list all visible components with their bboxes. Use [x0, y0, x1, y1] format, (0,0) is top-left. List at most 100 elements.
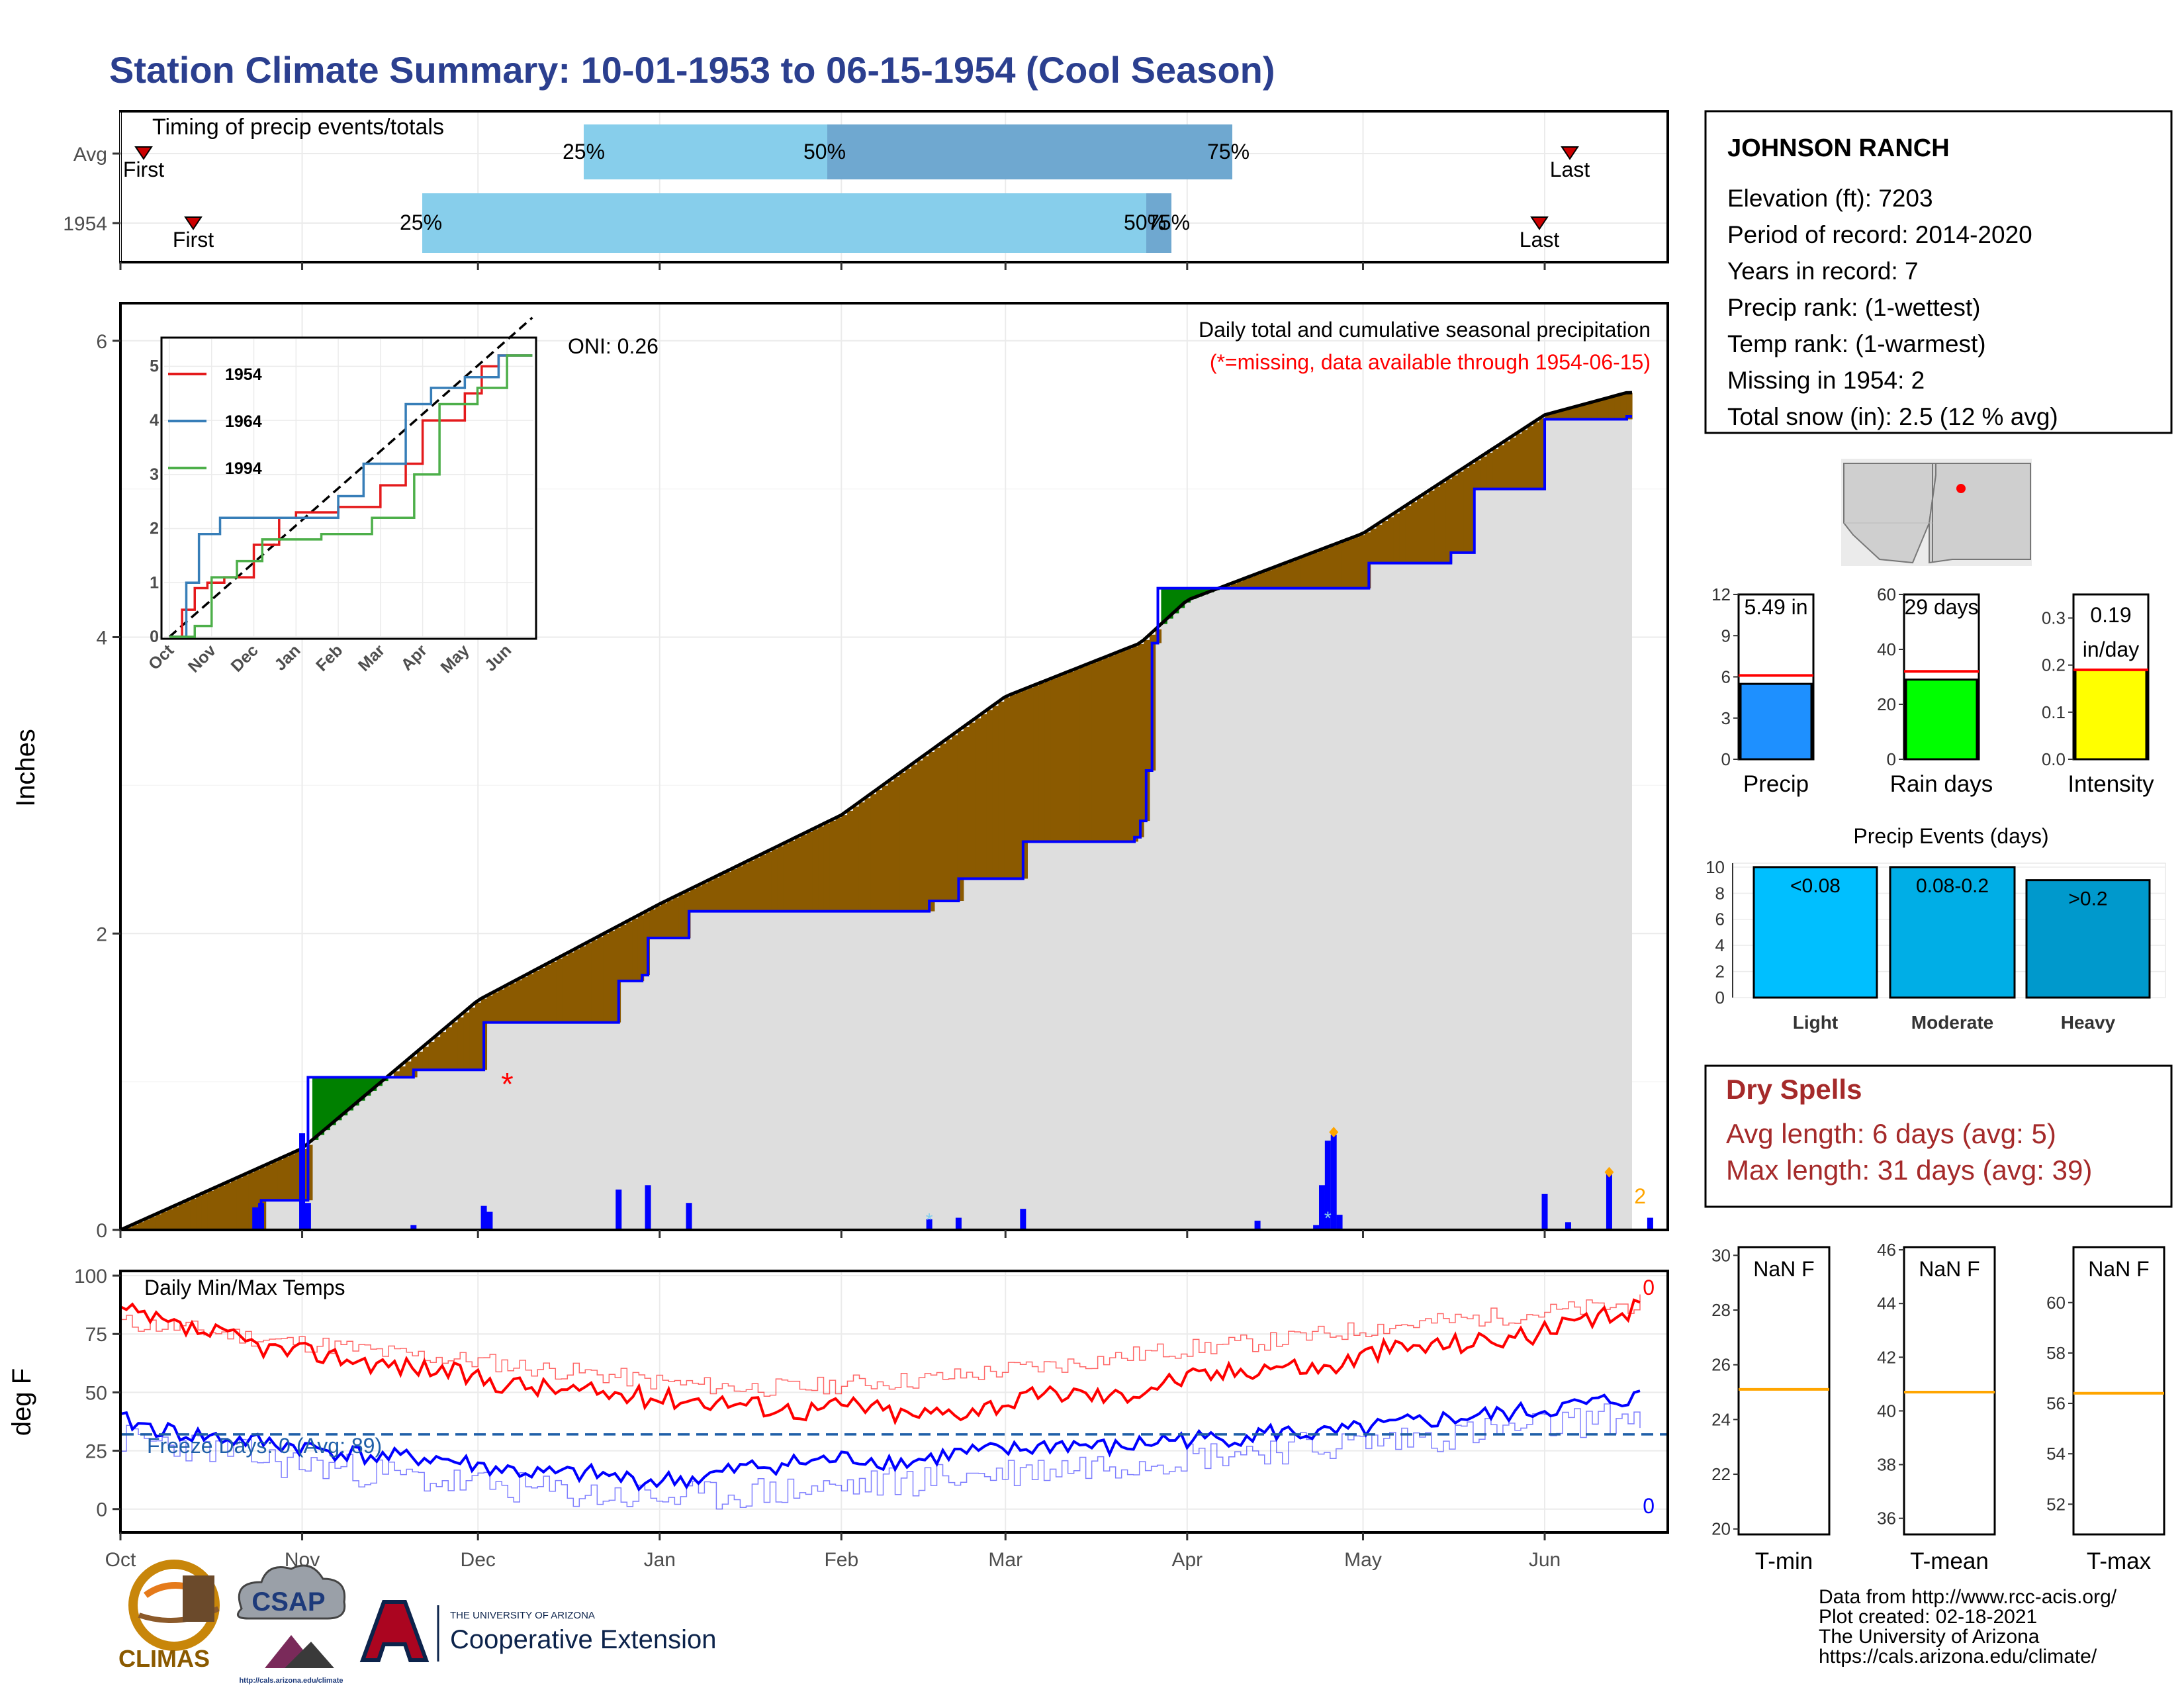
below-average-area — [1422, 494, 1430, 563]
below-average-area — [516, 980, 522, 1023]
below-average-area — [1626, 393, 1633, 420]
dry-spells-title: Dry Spells — [1726, 1074, 1862, 1105]
below-average-area — [574, 949, 580, 1023]
below-average-area — [905, 769, 912, 912]
below-average-area — [138, 1222, 144, 1230]
below-average-area — [864, 798, 871, 912]
below-average-area — [1457, 471, 1464, 553]
inset-y-tick-label: 2 — [150, 520, 159, 538]
mini-bar-y-tick-label: 0 — [1721, 749, 1731, 769]
temp-box-y-tick-label: 26 — [1711, 1355, 1731, 1375]
tmax-average-line — [120, 1294, 1641, 1397]
below-average-area — [1428, 491, 1435, 563]
below-average-area — [1097, 660, 1104, 842]
below-average-area — [1353, 537, 1359, 588]
freeze-days-label: Freeze Days: 0 (Avg: 89) — [147, 1434, 382, 1458]
precip-events-bar-label: Moderate — [1911, 1012, 1993, 1033]
below-average-area — [963, 726, 970, 879]
daily-precip-bar — [1020, 1209, 1026, 1231]
below-average-area — [637, 915, 645, 981]
page-title: Station Climate Summary: 10-01-1953 to 0… — [109, 49, 1275, 91]
below-average-area — [702, 883, 708, 912]
below-average-area — [1073, 669, 1081, 842]
below-average-area — [236, 1178, 244, 1230]
below-average-area — [1445, 479, 1453, 563]
below-average-area — [812, 829, 819, 912]
temp-x-ticks: Oct Nov Dec Jan Feb Mar Apr May Jun — [105, 1532, 1561, 1571]
below-average-area — [1347, 539, 1353, 588]
season-last-label: Last — [1520, 228, 1560, 252]
below-average-area — [1591, 402, 1598, 420]
below-average-area — [1126, 648, 1133, 842]
below-average-area — [469, 1008, 476, 1070]
csap-logo: CSAP http://cals.arizona.edu/climate — [236, 1564, 346, 1685]
temp-y-tick-label: 100 — [74, 1266, 107, 1288]
below-average-area — [568, 952, 574, 1023]
precip-events-title: Precip Events (days) — [1853, 824, 2048, 848]
below-average-area — [858, 802, 866, 912]
below-average-area — [1498, 445, 1505, 489]
average-cumulative-line — [119, 391, 1633, 1232]
below-average-area — [882, 785, 889, 912]
avg-timing-band-25-50 — [584, 124, 827, 179]
station-name: JOHNSON RANCH — [1727, 134, 1950, 162]
daily-precip-bar — [1647, 1217, 1653, 1231]
daily-precip-bar — [1336, 1215, 1343, 1231]
daily-precip-bar — [1330, 1135, 1337, 1231]
below-average-area — [1300, 557, 1307, 588]
below-average-area — [771, 849, 778, 912]
temp-box-y-tick-label: 24 — [1711, 1409, 1731, 1429]
temp-box-y-tick-label: 46 — [1877, 1240, 1896, 1260]
below-average-area — [1015, 692, 1023, 879]
below-average-area — [167, 1209, 173, 1230]
below-average-area — [1399, 509, 1406, 563]
below-average-area — [1062, 674, 1069, 842]
above-average-area — [1167, 588, 1173, 619]
below-average-area — [422, 1047, 430, 1070]
below-average-area — [789, 840, 796, 912]
precip-events-y-tick-label: 10 — [1706, 857, 1725, 877]
below-average-area — [510, 983, 516, 1023]
below-average-area — [1486, 452, 1493, 489]
mini-bar-y-tick-label: 40 — [1877, 639, 1896, 659]
below-average-area — [666, 900, 674, 938]
below-average-area — [161, 1211, 167, 1230]
below-average-area — [957, 731, 964, 902]
precip-legend-note: (*=missing, data available through 1954-… — [1210, 350, 1651, 374]
below-average-area — [1144, 639, 1150, 821]
season-timing-band-50-75 — [1146, 193, 1171, 253]
below-average-area — [1533, 422, 1540, 489]
below-average-area — [1475, 460, 1482, 489]
precip-panel: * * * 0 2 4 6 Inches Daily total and cumulati… — [11, 302, 1669, 1242]
below-average-area — [522, 977, 528, 1023]
daily-precip-bar — [955, 1217, 962, 1231]
below-average-area — [1004, 697, 1011, 879]
below-average-area — [1393, 513, 1400, 563]
below-average-area — [1440, 483, 1447, 563]
daily-precip-bar — [258, 1203, 265, 1231]
below-average-area — [259, 1167, 267, 1230]
locator-map — [1841, 459, 2032, 566]
below-average-area — [800, 835, 807, 912]
precip-events-bar-range: 0.08-0.2 — [1916, 875, 1989, 897]
timing-panel: Timing of precip events/totals Avg 1954 … — [63, 110, 1669, 263]
below-average-area — [1335, 543, 1342, 588]
below-average-area — [1132, 646, 1138, 842]
avg-first-label: First — [123, 158, 164, 181]
above-average-area — [318, 1077, 325, 1135]
below-average-area — [1510, 437, 1516, 489]
below-average-area — [271, 1162, 278, 1201]
temp-y-tick-label: 25 — [85, 1441, 107, 1463]
temp-x-tick-label: Feb — [824, 1549, 858, 1571]
below-average-area — [1469, 464, 1476, 553]
below-average-area — [1027, 687, 1034, 842]
below-average-area — [1312, 552, 1319, 588]
daily-precip-bar — [615, 1190, 622, 1231]
below-average-area — [1551, 413, 1557, 420]
below-average-area — [1248, 577, 1255, 588]
snow-marker — [1329, 1127, 1339, 1138]
above-average-area — [1178, 588, 1185, 608]
below-average-area — [626, 921, 633, 981]
